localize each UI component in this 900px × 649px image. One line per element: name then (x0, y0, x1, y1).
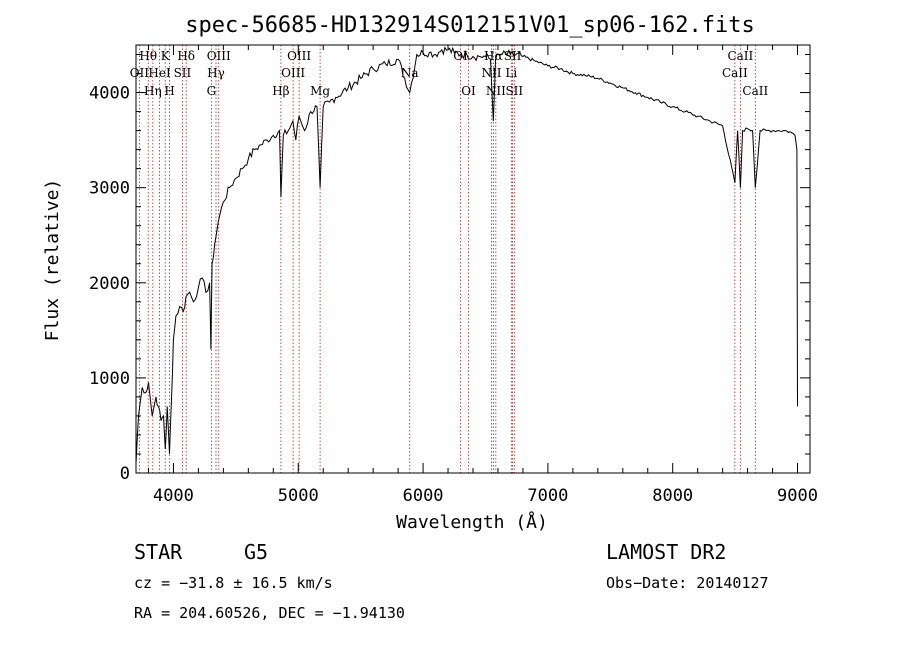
line-label-5: H (164, 84, 174, 98)
survey-name: LAMOST DR2 (606, 540, 727, 564)
line-label-7: SII (174, 66, 192, 80)
line-label-6: Hδ (177, 49, 195, 63)
plot-frame (135, 44, 811, 474)
line-label-12: OIII (287, 49, 311, 63)
line-label-0: Hθ (139, 49, 157, 63)
line-label-25: CaII (722, 66, 748, 80)
y-tick-label-1: 1000 (89, 369, 130, 389)
line-label-16: OI (453, 49, 468, 63)
line-label-22: Li (505, 66, 517, 80)
object-type: STAR (134, 540, 183, 564)
observation-date: Obs−Date: 20140127 (606, 574, 769, 592)
line-label-14: Mg (310, 84, 330, 98)
redshift-cz: cz = −31.8 ± 16.5 km/s (134, 574, 333, 592)
y-axis: 0 1000 2000 3000 4000 (89, 54, 810, 484)
line-label-9: Hγ (207, 66, 225, 80)
spectral-line-labels: Hθ OII K HeI Hη H Hδ SII OIII Hγ G Hβ OIII OIII Mg Na OI… (130, 49, 769, 98)
line-label-20: NII (486, 84, 506, 98)
line-label-2: K (161, 49, 171, 63)
line-label-17: OI (461, 84, 476, 98)
line-label-18: Hα (484, 49, 503, 63)
line-label-23: SII (505, 84, 523, 98)
line-label-10: G (207, 84, 217, 98)
line-label-13: OIII (281, 66, 305, 80)
line-label-26: CaII (742, 84, 768, 98)
x-tick-label-3: 7000 (527, 486, 568, 506)
line-label-8: OIII (207, 49, 231, 63)
x-axis: 4000 5000 6000 7000 8000 9000 (147, 45, 818, 506)
x-tick-label-4: 8000 (652, 486, 693, 506)
y-tick-label-0: 0 (120, 464, 130, 484)
chart-title: spec-56685-HD132914S012151V01_sp06-162.f… (185, 13, 755, 38)
line-label-1: OII (130, 66, 150, 80)
line-label-21: SII (504, 49, 522, 63)
y-tick-label-3: 3000 (89, 179, 130, 199)
y-axis-label: Flux (relative) (42, 179, 63, 342)
spectral-line-markers (138, 45, 756, 473)
spectrum-series-line (135, 46, 798, 464)
x-axis-label: Wavelength (Å) (396, 511, 548, 533)
line-label-11: Hβ (272, 84, 289, 98)
spectral-subclass: G5 (244, 540, 269, 564)
line-label-19: NII (481, 66, 501, 80)
x-tick-label-0: 4000 (153, 486, 194, 506)
y-tick-label-4: 4000 (89, 84, 130, 104)
line-label-3: HeI (148, 66, 171, 80)
x-tick-label-1: 5000 (278, 486, 319, 506)
x-tick-label-2: 6000 (403, 486, 444, 506)
x-tick-label-5: 9000 (777, 486, 818, 506)
coordinates: RA = 204.60526, DEC = −1.94130 (134, 604, 405, 622)
line-label-24: CaII (727, 49, 753, 63)
y-tick-label-2: 2000 (89, 274, 130, 294)
line-label-4: Hη (144, 84, 162, 98)
line-label-15: Na (401, 66, 419, 80)
